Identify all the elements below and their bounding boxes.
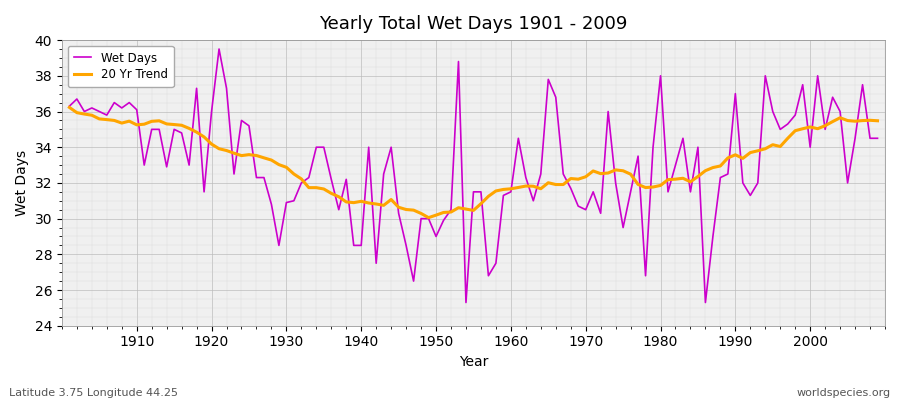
Wet Days xyxy=(461,300,472,305)
Wet Days xyxy=(513,136,524,141)
20 Yr Trend xyxy=(506,186,517,191)
20 Yr Trend xyxy=(64,105,75,110)
20 Yr Trend xyxy=(289,172,300,176)
Wet Days xyxy=(341,177,352,182)
Legend: Wet Days, 20 Yr Trend: Wet Days, 20 Yr Trend xyxy=(68,46,174,87)
Text: Latitude 3.75 Longitude 44.25: Latitude 3.75 Longitude 44.25 xyxy=(9,388,178,398)
Wet Days xyxy=(64,104,75,108)
Line: Wet Days: Wet Days xyxy=(69,49,878,302)
Title: Yearly Total Wet Days 1901 - 2009: Yearly Total Wet Days 1901 - 2009 xyxy=(320,15,627,33)
Wet Days xyxy=(872,136,883,141)
X-axis label: Year: Year xyxy=(459,355,488,369)
Wet Days xyxy=(124,100,135,105)
Text: worldspecies.org: worldspecies.org xyxy=(796,388,891,398)
Y-axis label: Wet Days: Wet Days xyxy=(15,150,29,216)
20 Yr Trend xyxy=(603,171,614,176)
Wet Days xyxy=(610,180,621,185)
20 Yr Trend xyxy=(423,215,434,220)
Wet Days xyxy=(296,180,307,185)
20 Yr Trend xyxy=(124,119,135,124)
Line: 20 Yr Trend: 20 Yr Trend xyxy=(69,108,878,218)
Wet Days xyxy=(520,175,531,180)
20 Yr Trend xyxy=(872,118,883,123)
20 Yr Trend xyxy=(513,185,524,190)
Wet Days xyxy=(213,47,224,52)
20 Yr Trend xyxy=(333,194,344,199)
